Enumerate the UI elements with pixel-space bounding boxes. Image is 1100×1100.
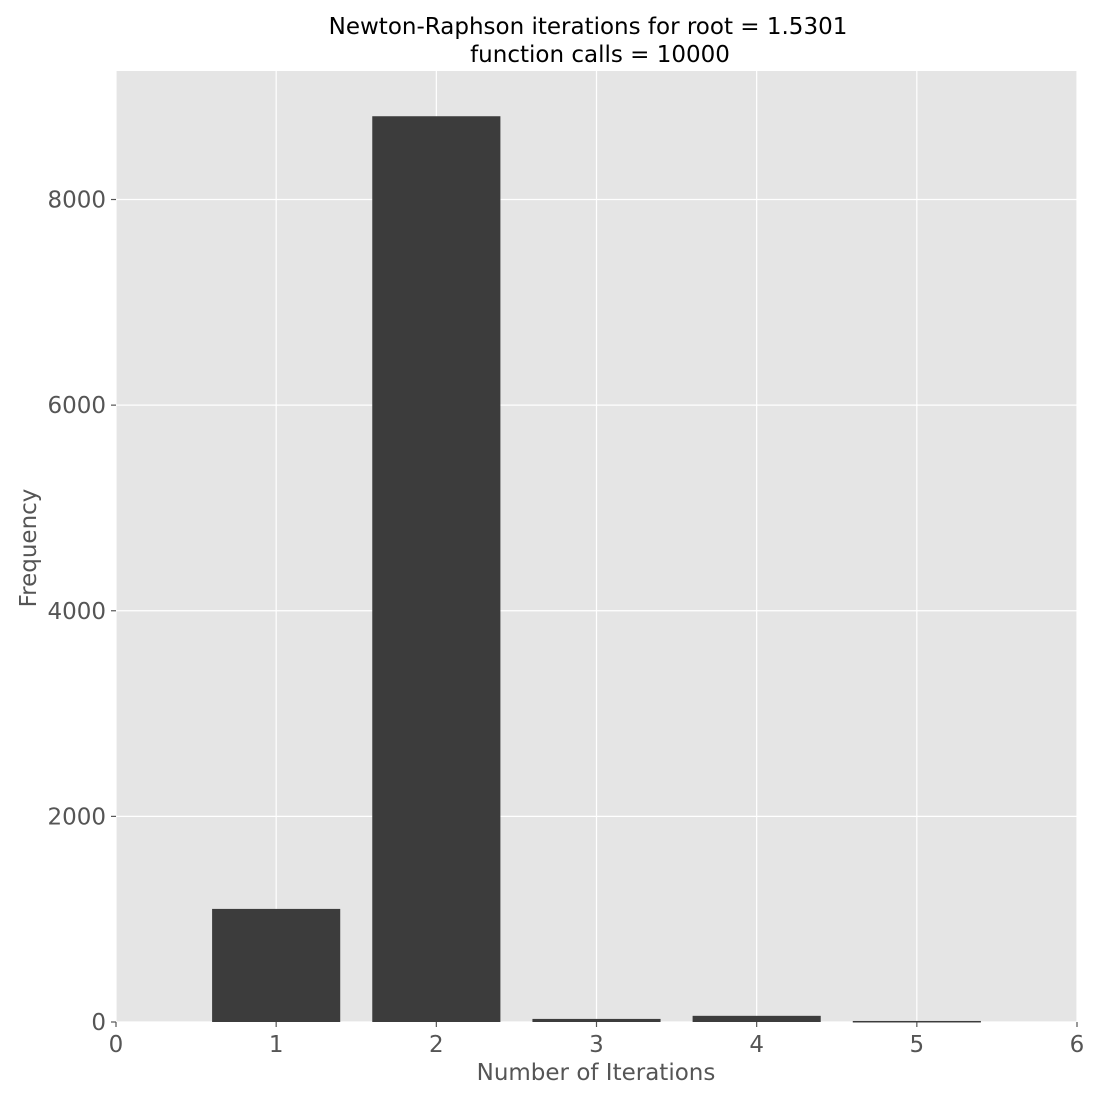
bars (212, 116, 981, 1023)
x-axis-label: Number of Iterations (477, 1060, 716, 1086)
chart-title-line-2: function calls = 10000 (470, 42, 730, 68)
axis-ticks: 0 1 2 3 4 5 6 0 2000 4000 6000 8000 (47, 188, 1084, 1058)
bar-4 (692, 1015, 821, 1022)
bar-2 (372, 116, 501, 1022)
y-tick-label: 4000 (47, 599, 106, 625)
x-tick-label: 2 (429, 1032, 444, 1058)
bar-5 (852, 1020, 981, 1023)
x-tick-label: 4 (749, 1032, 764, 1058)
x-tick-label: 6 (1070, 1032, 1085, 1058)
x-tick-label: 0 (109, 1032, 124, 1058)
y-axis-label: Frequency (16, 489, 42, 608)
bar-1 (212, 908, 341, 1022)
bar-3 (532, 1018, 661, 1022)
y-tick-label: 6000 (47, 393, 106, 419)
y-tick-label: 0 (91, 1010, 106, 1036)
x-tick-label: 3 (589, 1032, 604, 1058)
y-tick-label: 8000 (47, 188, 106, 214)
y-tick-label: 2000 (47, 804, 106, 830)
x-tick-label: 5 (910, 1032, 925, 1058)
chart-title-line-1: Newton-Raphson iterations for root = 1.5… (329, 14, 848, 40)
x-tick-label: 1 (269, 1032, 284, 1058)
